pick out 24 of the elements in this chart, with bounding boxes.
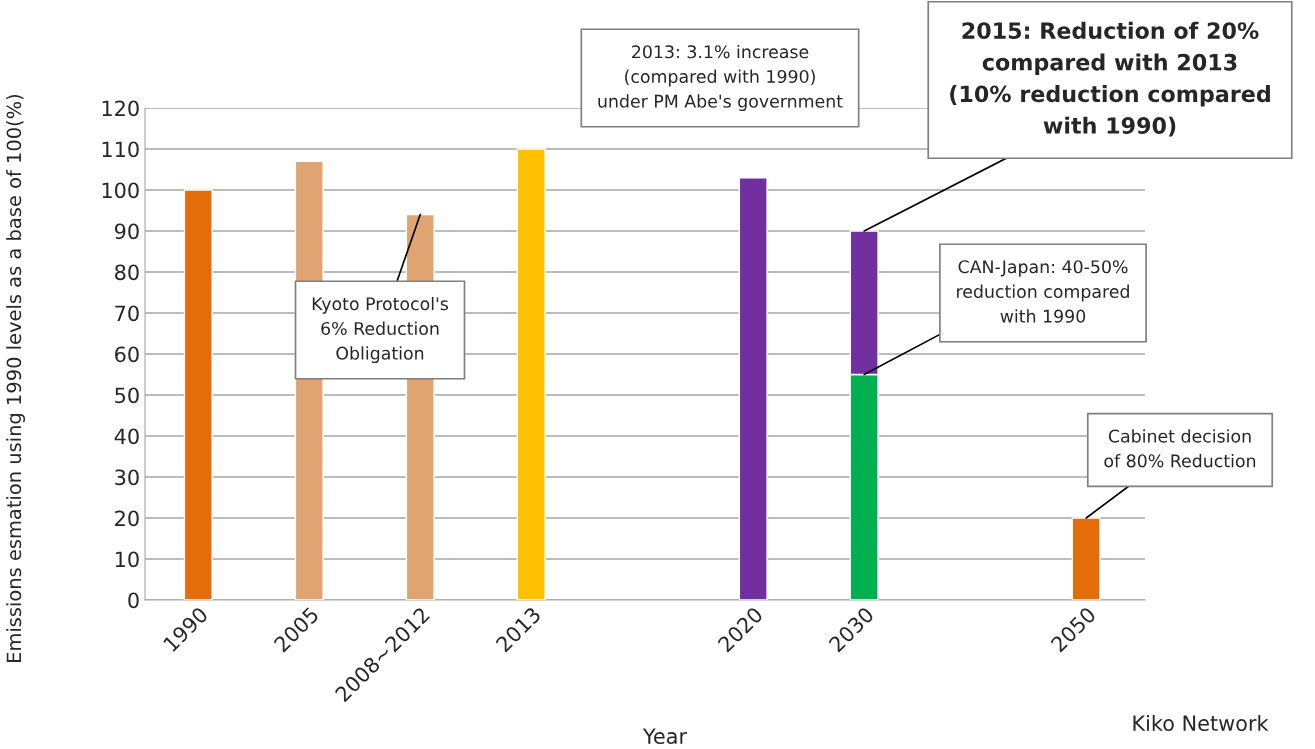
y-tick-label: 70 (115, 305, 139, 322)
annotation: 2013: 3.1% increase (compared with 1990) under PM Abe's government (598, 44, 843, 112)
y-tick-label: 90 (114, 223, 139, 240)
y-tick-label: 20 (115, 510, 139, 527)
y-tick-label: 100 (102, 182, 139, 199)
text: Kiko Network (1133, 714, 1269, 732)
annotation: Cabinet decision of 80% Reduction (1104, 429, 1256, 468)
bar (1071, 517, 1101, 600)
y-tick-label: 80 (115, 264, 139, 281)
bar (516, 148, 546, 600)
annotation: Kyoto Protocol's 6% Reduction Obligation (312, 296, 449, 364)
y-tick-label: 10 (115, 551, 139, 568)
y-tick-label: 120 (102, 100, 139, 117)
y-tick-label: 110 (102, 141, 139, 158)
bar (183, 189, 213, 600)
y-tick-label: 0 (128, 592, 139, 609)
x-axis-title: Year (642, 728, 688, 745)
y-tick-label: 50 (115, 387, 139, 404)
y-tick-label: 30 (115, 469, 139, 486)
y-tick-label: 60 (115, 346, 139, 363)
y-tick-label: 40 (114, 428, 139, 445)
annotation: 2015: Reduction of 20% compared with 2013 (10% reduction compared with 1990) (950, 21, 1270, 137)
y-axis-title: Emissions esmation using 1990 levels as a base of 100(%) (6, 94, 25, 663)
annotation: CAN-Japan: 40-50% reduction compared with 1990 (957, 260, 1129, 323)
